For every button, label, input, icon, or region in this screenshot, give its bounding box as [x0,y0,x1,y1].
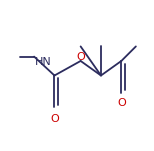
Text: O: O [50,114,59,124]
Text: O: O [76,52,85,62]
Text: O: O [117,98,126,108]
Text: HN: HN [35,57,52,67]
